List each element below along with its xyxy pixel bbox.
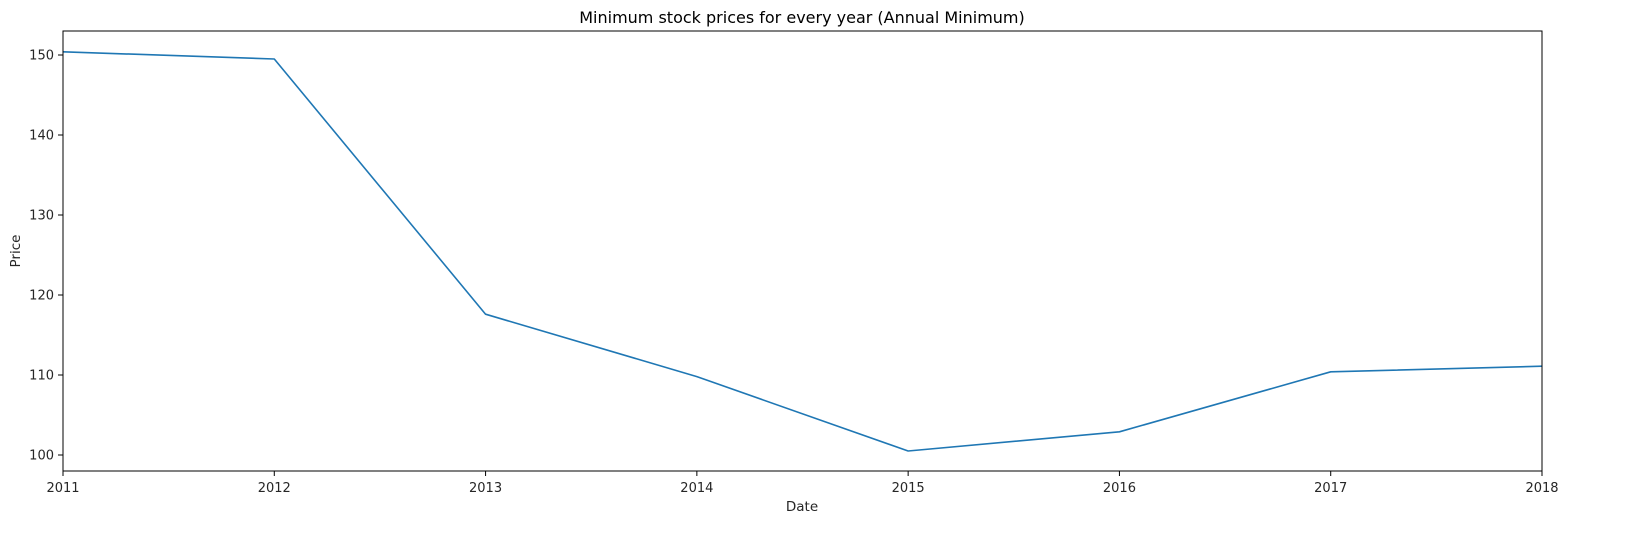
x-tick-label: 2011 xyxy=(46,481,79,496)
series-line xyxy=(62,51,1543,452)
axes-frame xyxy=(62,30,1543,472)
y-tick-label: 140 xyxy=(29,129,54,144)
x-tick-label: 2013 xyxy=(469,481,502,496)
x-tick-label: 2015 xyxy=(892,481,925,496)
x-axis-title: Date xyxy=(786,499,818,515)
x-tick-label: 2017 xyxy=(1314,481,1347,496)
y-axis-title: Price xyxy=(8,235,24,268)
y-tick-label: 100 xyxy=(29,449,54,464)
chart-title: Minimum stock prices for every year (Ann… xyxy=(579,8,1025,27)
y-tick-label: 110 xyxy=(29,369,54,384)
y-tick-label: 130 xyxy=(29,209,54,224)
y-tick-label: 150 xyxy=(29,49,54,64)
plot-area: 2011 2012 2013 2014 2015 2016 2017 2018 100 110 12… xyxy=(29,30,1559,496)
y-tick-label: 120 xyxy=(29,289,54,304)
x-tick-label: 2012 xyxy=(258,481,291,496)
x-tick-label: 2016 xyxy=(1103,481,1136,496)
x-tick-label: 2014 xyxy=(680,481,713,496)
x-tick-label: 2018 xyxy=(1525,481,1558,496)
